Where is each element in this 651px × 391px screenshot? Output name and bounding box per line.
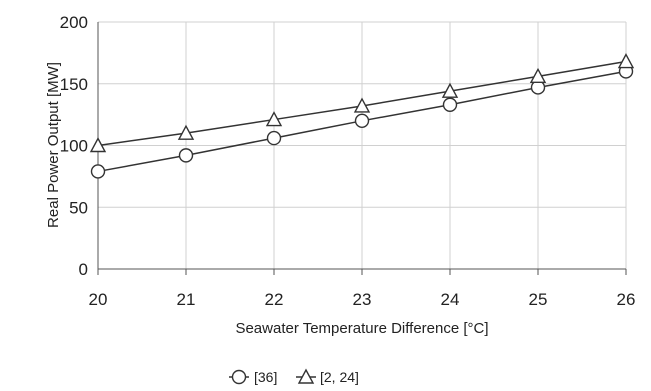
x-tick-label: 21: [177, 290, 196, 309]
legend-triangle-marker: [297, 368, 315, 384]
data-point: [617, 53, 635, 69]
legend-item-2: [2, 24]: [296, 368, 359, 385]
data-point: [441, 82, 459, 98]
data-point: [442, 97, 458, 112]
y-tick-label: 150: [60, 75, 88, 94]
y-tick-label: 0: [79, 260, 88, 279]
data-point: [266, 130, 282, 146]
data-point: [178, 148, 194, 163]
x-tick-label: 23: [353, 290, 372, 309]
tick-labels: 0 50 100 150 200 20 21 22 23 24 25 26: [60, 13, 636, 309]
data-point: [265, 111, 283, 127]
data-point: [354, 113, 370, 129]
legend-item-1: [36]: [229, 369, 277, 385]
data-point: [90, 164, 106, 179]
x-tick-label: 24: [441, 290, 460, 309]
x-tick-label: 22: [265, 290, 284, 309]
legend-label-2: [2, 24]: [320, 369, 359, 385]
data-point: [353, 97, 371, 113]
data-point: [529, 67, 547, 84]
x-tick-label: 20: [89, 290, 108, 309]
y-tick-label: 100: [60, 137, 88, 156]
series-2: [89, 53, 635, 153]
y-axis-title: Real Power Output [MW]: [45, 62, 62, 228]
x-tick-label: 25: [529, 290, 548, 309]
grid: [98, 21, 627, 269]
series-layer: [89, 53, 635, 179]
data-point: [177, 124, 195, 140]
y-tick-label: 50: [69, 198, 88, 217]
y-tick-label: 200: [60, 13, 88, 32]
x-tick-label: 26: [617, 290, 636, 309]
legend: [36] [2, 24]: [229, 368, 359, 385]
data-point: [89, 137, 107, 153]
legend-label-1: [36]: [254, 369, 277, 385]
legend-circle-marker: [231, 369, 247, 385]
x-axis-title: Seawater Temperature Difference [°C]: [235, 320, 488, 337]
